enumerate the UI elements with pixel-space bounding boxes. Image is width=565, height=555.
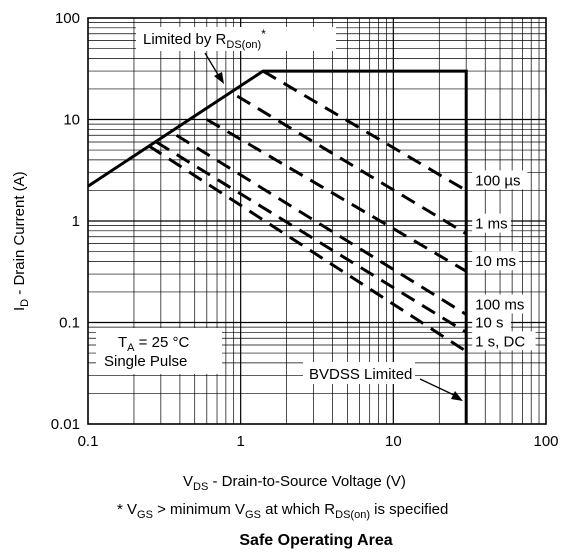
series-label: 100 µs [475, 172, 520, 189]
soa-boundary [87, 69, 468, 424]
plot-frame [87, 17, 547, 425]
conditions-line-1: TA = 25 °C [118, 334, 189, 354]
conditions-annotation-bg [96, 328, 222, 374]
bvdss-arrow-line [419, 378, 457, 397]
series-line [147, 144, 467, 353]
series-line [206, 118, 467, 273]
footnote: * VGS > minimum VGS at which RDS(on) is … [117, 501, 448, 521]
y-tick-label: 0.01 [51, 416, 80, 433]
x-axis-label: VDS - Drain-to-Source Voltage (V) [183, 473, 406, 493]
rds-arrow-line [204, 52, 221, 79]
y-tick-label: 10 [63, 112, 80, 129]
x-tick-label: 100 [533, 433, 558, 450]
series-label-bg [472, 170, 528, 190]
y-tick-label: 0.1 [59, 315, 80, 332]
x-tick-label: 0.1 [78, 433, 99, 450]
series-label-bg [472, 294, 528, 314]
series-line [236, 94, 467, 235]
chart-title: Safe Operating Area [239, 532, 392, 549]
series-label: 10 s [475, 314, 503, 331]
rds-annotation: Limited by RDS(on)* [143, 27, 266, 51]
series-label-bg [472, 331, 536, 351]
series-label: 10 ms [475, 253, 516, 270]
bvdss-arrow-head [451, 391, 463, 401]
series-label: 100 ms [475, 296, 524, 313]
x-tick-label: 10 [385, 433, 402, 450]
y-tick-label: 100 [55, 10, 80, 27]
conditions-line-2: Single Pulse [104, 353, 187, 370]
series-label: 1 s, DC [475, 333, 525, 350]
series-line [175, 133, 467, 316]
boundary-line [87, 69, 468, 424]
bvdss-annotation: BVDSS Limited [309, 366, 412, 383]
series-label: 1 ms [475, 216, 508, 233]
rds-arrow-head [214, 72, 224, 84]
grid [88, 18, 546, 424]
rds-annotation-bg [136, 27, 336, 51]
series-label-bg [472, 213, 511, 233]
series-label-bg [472, 251, 520, 271]
y-tick-label: 1 [72, 213, 80, 230]
series-label-bg [472, 312, 511, 332]
series-lines [147, 69, 467, 353]
bvdss-annotation-bg [303, 362, 415, 384]
series-line [155, 140, 467, 334]
x-tick-label: 1 [236, 433, 244, 450]
y-axis-label: ID - Drain Current (A) [11, 171, 31, 311]
series-line [262, 69, 467, 192]
